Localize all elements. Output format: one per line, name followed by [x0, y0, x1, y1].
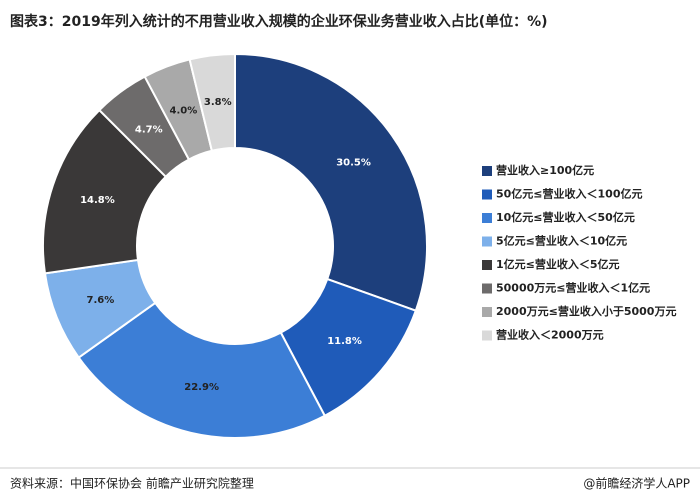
legend-swatch	[482, 330, 492, 341]
data-label: 7.6%	[87, 295, 115, 306]
legend-swatch	[482, 283, 492, 294]
legend-label: 2000万元≤营业收入小于5000万元	[496, 304, 676, 318]
slice	[188, 52, 236, 152]
data-label: 14.8%	[80, 195, 115, 206]
data-label: 4.0%	[170, 106, 198, 117]
slice	[77, 301, 327, 439]
legend-label: 营业收入＜2000万元	[496, 328, 604, 342]
data-label: 3.8%	[204, 97, 232, 108]
data-label: 22.9%	[184, 382, 219, 393]
slice	[234, 52, 428, 312]
chart-title: 图表3：2019年列入统计的不用营业收入规模的企业环保业务营业收入占比(单位：%…	[10, 13, 548, 30]
legend-label: 50亿元≤营业收入＜100亿元	[496, 187, 643, 201]
legend-swatch	[482, 307, 492, 317]
data-label: 4.7%	[135, 124, 163, 135]
legend-swatch	[482, 236, 492, 247]
data-label: 30.5%	[336, 158, 371, 169]
legend-swatch	[482, 213, 492, 223]
legend-label: 10亿元≤营业收入＜50亿元	[496, 210, 635, 224]
source: 资料来源：中国环保协会 前瞻产业研究院整理	[10, 476, 254, 491]
legend-swatch	[482, 189, 492, 200]
brand: @前瞻经济学人APP	[583, 476, 690, 491]
legend-swatch	[482, 260, 492, 270]
legend-label: 1亿元≤营业收入＜5亿元	[496, 257, 620, 271]
data-label: 11.8%	[327, 336, 362, 347]
legend-swatch	[482, 166, 492, 176]
legend-label: 5亿元≤营业收入＜10亿元	[496, 234, 627, 248]
legend-label: 营业收入≥100亿元	[496, 163, 594, 177]
legend-label: 50000万元≤营业收入＜1亿元	[496, 281, 650, 295]
